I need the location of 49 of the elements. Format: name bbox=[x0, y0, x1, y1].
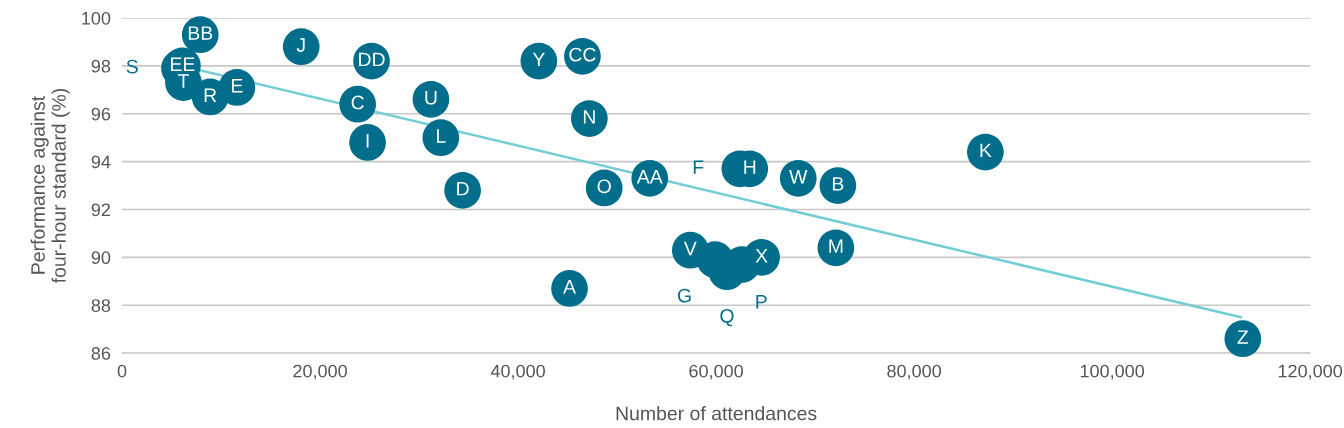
annotation: G bbox=[677, 288, 691, 303]
point bbox=[349, 124, 386, 161]
data-label: A bbox=[563, 280, 576, 294]
y-tick-label: 88 bbox=[91, 299, 111, 312]
data-label: M bbox=[829, 239, 843, 253]
data-label: W bbox=[789, 170, 808, 184]
data-label: N bbox=[583, 110, 595, 124]
data-label: L bbox=[437, 129, 446, 143]
data-label: E bbox=[231, 79, 243, 93]
x-tick-label: 60,000 bbox=[689, 364, 743, 380]
data-label: DD bbox=[359, 52, 385, 67]
x-tick-label: 0 bbox=[117, 364, 127, 378]
y-tick-label: 94 bbox=[91, 155, 111, 169]
y-axis-title: Performance against four-hour standard (%) bbox=[30, 88, 70, 284]
data-label: U bbox=[425, 91, 437, 105]
data-label: J bbox=[296, 38, 305, 52]
data-label: V bbox=[683, 241, 697, 256]
data-label: C bbox=[351, 95, 364, 110]
y-tick-label: 92 bbox=[91, 203, 111, 217]
y-tick-label: 98 bbox=[91, 59, 111, 73]
data-label: I bbox=[366, 134, 369, 148]
x-tick-label: 100,000 bbox=[1080, 364, 1145, 380]
y-tick-label: 86 bbox=[91, 347, 111, 360]
x-tick-label: 20,000 bbox=[293, 364, 347, 380]
data-label: H bbox=[744, 160, 756, 174]
x-tick-label: 40,000 bbox=[490, 364, 545, 380]
x-tick-label: 80,000 bbox=[887, 364, 942, 380]
data-label: BB bbox=[188, 26, 213, 40]
data-label: X bbox=[755, 249, 768, 263]
data-label: CC bbox=[569, 47, 596, 62]
point bbox=[422, 119, 460, 157]
data-label: O bbox=[597, 179, 611, 194]
data-label: R bbox=[204, 88, 217, 102]
data-label: AA bbox=[636, 170, 663, 184]
x-axis-title: Number of attendances bbox=[616, 406, 817, 421]
data-label: K bbox=[980, 143, 992, 158]
data-label: D bbox=[457, 181, 469, 196]
x-tick-label: 120,000 bbox=[1278, 364, 1343, 380]
annotation: P bbox=[756, 295, 767, 309]
data-label: Y bbox=[532, 52, 545, 67]
data-label: B bbox=[832, 177, 844, 191]
y-tick-label: 100 bbox=[82, 11, 111, 25]
y-tick-label: 96 bbox=[91, 107, 111, 121]
point bbox=[282, 28, 320, 66]
annotation: F bbox=[693, 160, 704, 174]
data-label: Z bbox=[1237, 330, 1249, 344]
annotation: S bbox=[126, 59, 138, 74]
annotation: Q bbox=[720, 309, 734, 327]
y-tick-label: 90 bbox=[91, 251, 111, 265]
